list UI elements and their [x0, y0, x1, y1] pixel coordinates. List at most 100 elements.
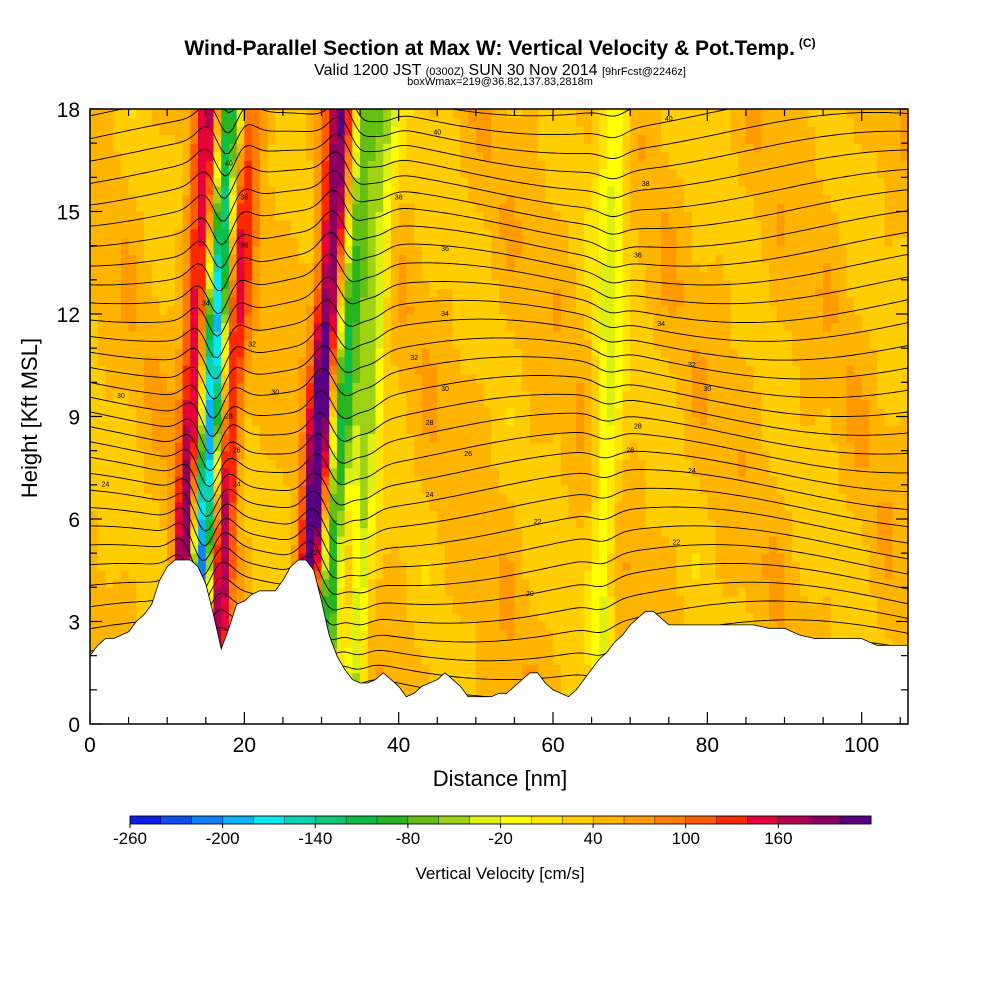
velocity-cell [174, 194, 184, 204]
velocity-cell [329, 621, 338, 631]
velocity-cell [591, 630, 600, 640]
velocity-cell [244, 245, 253, 255]
velocity-cell [522, 314, 531, 324]
velocity-cell [506, 587, 516, 597]
velocity-cell [113, 160, 122, 170]
velocity-cell [475, 501, 485, 512]
velocity-cell [475, 638, 485, 648]
velocity-cell [151, 109, 161, 119]
velocity-cell [514, 305, 523, 315]
velocity-cell [553, 399, 562, 409]
velocity-cell [437, 416, 446, 426]
velocity-cell [522, 425, 531, 435]
velocity-cell [614, 578, 624, 588]
velocity-cell [529, 356, 539, 366]
velocity-cell [352, 262, 361, 272]
velocity-cell [128, 202, 137, 213]
velocity-cell [113, 416, 122, 426]
velocity-cell [383, 664, 392, 674]
velocity-cell [321, 262, 330, 272]
velocity-cell [360, 151, 369, 161]
velocity-cell [607, 228, 616, 238]
velocity-cell [491, 501, 500, 512]
velocity-cell [144, 314, 153, 324]
velocity-cell [120, 604, 130, 614]
velocity-cell [560, 638, 570, 648]
velocity-cell [313, 501, 323, 512]
velocity-cell [529, 578, 539, 588]
velocity-cell [298, 467, 307, 477]
velocity-cell [437, 399, 446, 409]
velocity-cell [313, 390, 323, 401]
velocity-cell [90, 604, 99, 614]
velocity-cell [182, 467, 191, 477]
velocity-cell [414, 211, 423, 221]
velocity-cell [553, 220, 562, 230]
velocity-cell [591, 647, 600, 657]
velocity-cell [529, 501, 539, 512]
velocity-cell [159, 211, 168, 221]
velocity-cell [545, 399, 554, 409]
velocity-cell [614, 450, 624, 460]
velocity-cell [468, 433, 477, 443]
velocity-cell [607, 160, 616, 170]
velocity-cell [313, 356, 323, 366]
velocity-cell [151, 407, 161, 418]
velocity-cell [205, 271, 215, 281]
velocity-cell [205, 578, 215, 588]
velocity-cell [190, 510, 199, 520]
velocity-cell [336, 612, 346, 623]
velocity-cell [583, 553, 593, 563]
velocity-cell [336, 501, 346, 512]
velocity-cell [174, 117, 184, 127]
velocity-cell [406, 689, 415, 699]
velocity-cell [537, 382, 546, 392]
velocity-cell [452, 305, 462, 315]
velocity-cell [460, 228, 469, 238]
velocity-cell [120, 262, 130, 272]
velocity-cell [352, 467, 361, 477]
velocity-cell [390, 160, 400, 170]
velocity-cell [614, 185, 624, 196]
velocity-cell [475, 519, 485, 529]
velocity-cell [352, 519, 361, 529]
velocity-cell [437, 561, 446, 571]
velocity-cell [607, 612, 616, 623]
velocity-cell [221, 553, 230, 563]
velocity-cell [290, 442, 299, 452]
velocity-cell [591, 501, 600, 512]
velocity-cell [522, 339, 531, 349]
velocity-cell [576, 476, 585, 486]
velocity-cell [275, 399, 284, 409]
velocity-cell [97, 168, 107, 178]
velocity-cell [252, 459, 261, 469]
velocity-cell [190, 202, 199, 213]
velocity-cell [174, 510, 184, 520]
velocity-cell [90, 305, 99, 315]
velocity-cell [228, 194, 238, 204]
velocity-cell [321, 450, 330, 460]
velocity-cell [483, 467, 492, 477]
velocity-cell [236, 587, 245, 597]
velocity-cell [537, 228, 546, 238]
velocity-cell [367, 160, 377, 170]
velocity-cell [174, 331, 184, 341]
velocity-cell [614, 254, 624, 264]
velocity-cell [537, 390, 546, 401]
velocity-cell [514, 510, 523, 520]
velocity-cell [290, 271, 299, 281]
velocity-cell [360, 262, 369, 272]
velocity-cell [213, 288, 222, 298]
velocity-cell [182, 527, 191, 537]
velocity-cell [599, 527, 608, 537]
velocity-cell [390, 271, 400, 281]
velocity-cell [529, 143, 539, 153]
velocity-cell [298, 356, 307, 366]
velocity-cell [375, 322, 384, 332]
velocity-cell [568, 151, 577, 161]
velocity-cell [529, 202, 539, 213]
velocity-cell [221, 604, 230, 614]
velocity-cell [367, 638, 377, 648]
velocity-cell [344, 425, 353, 435]
velocity-cell [560, 365, 570, 375]
